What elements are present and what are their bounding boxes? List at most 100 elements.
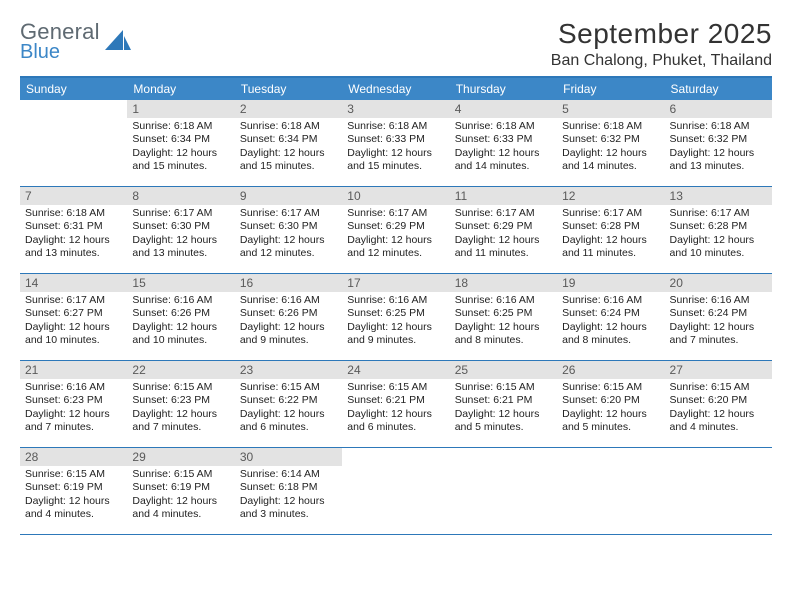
day-cell: 10Sunrise: 6:17 AMSunset: 6:29 PMDayligh… xyxy=(342,187,449,273)
day-number xyxy=(557,448,664,466)
daylight-line: Daylight: 12 hours and 15 minutes. xyxy=(347,147,444,174)
daylight-line: Daylight: 12 hours and 7 minutes. xyxy=(25,408,122,435)
day-cell: 19Sunrise: 6:16 AMSunset: 6:24 PMDayligh… xyxy=(557,274,664,360)
sunrise-line: Sunrise: 6:17 AM xyxy=(25,294,122,307)
sunset-line: Sunset: 6:28 PM xyxy=(670,220,767,233)
sunset-line: Sunset: 6:34 PM xyxy=(132,133,229,146)
sunset-line: Sunset: 6:18 PM xyxy=(240,481,337,494)
day-number xyxy=(450,448,557,466)
sunrise-line: Sunrise: 6:17 AM xyxy=(455,207,552,220)
dow-cell: Tuesday xyxy=(235,78,342,100)
sunrise-line: Sunrise: 6:15 AM xyxy=(25,468,122,481)
day-cell: 26Sunrise: 6:15 AMSunset: 6:20 PMDayligh… xyxy=(557,361,664,447)
day-number: 4 xyxy=(450,100,557,118)
day-body: Sunrise: 6:15 AMSunset: 6:21 PMDaylight:… xyxy=(342,379,449,439)
week-row: 7Sunrise: 6:18 AMSunset: 6:31 PMDaylight… xyxy=(20,187,772,274)
sunrise-line: Sunrise: 6:18 AM xyxy=(562,120,659,133)
sunset-line: Sunset: 6:29 PM xyxy=(347,220,444,233)
sunrise-line: Sunrise: 6:16 AM xyxy=(240,294,337,307)
day-number: 14 xyxy=(20,274,127,292)
daylight-line: Daylight: 12 hours and 14 minutes. xyxy=(455,147,552,174)
day-number: 25 xyxy=(450,361,557,379)
day-number: 3 xyxy=(342,100,449,118)
day-number: 27 xyxy=(665,361,772,379)
daylight-line: Daylight: 12 hours and 4 minutes. xyxy=(25,495,122,522)
day-cell: 16Sunrise: 6:16 AMSunset: 6:26 PMDayligh… xyxy=(235,274,342,360)
sunset-line: Sunset: 6:26 PM xyxy=(132,307,229,320)
daylight-line: Daylight: 12 hours and 5 minutes. xyxy=(455,408,552,435)
daylight-line: Daylight: 12 hours and 4 minutes. xyxy=(670,408,767,435)
day-body: Sunrise: 6:14 AMSunset: 6:18 PMDaylight:… xyxy=(235,466,342,526)
calendar: SundayMondayTuesdayWednesdayThursdayFrid… xyxy=(20,76,772,535)
logo-word-blue: Blue xyxy=(20,41,60,63)
daylight-line: Daylight: 12 hours and 3 minutes. xyxy=(240,495,337,522)
sunrise-line: Sunrise: 6:15 AM xyxy=(132,381,229,394)
sunset-line: Sunset: 6:28 PM xyxy=(562,220,659,233)
day-body: Sunrise: 6:17 AMSunset: 6:30 PMDaylight:… xyxy=(127,205,234,265)
sunrise-line: Sunrise: 6:15 AM xyxy=(132,468,229,481)
day-number: 8 xyxy=(127,187,234,205)
sunset-line: Sunset: 6:24 PM xyxy=(670,307,767,320)
sunset-line: Sunset: 6:32 PM xyxy=(562,133,659,146)
sunset-line: Sunset: 6:20 PM xyxy=(670,394,767,407)
day-cell: 23Sunrise: 6:15 AMSunset: 6:22 PMDayligh… xyxy=(235,361,342,447)
day-body: Sunrise: 6:16 AMSunset: 6:26 PMDaylight:… xyxy=(235,292,342,352)
sunrise-line: Sunrise: 6:18 AM xyxy=(670,120,767,133)
day-number: 11 xyxy=(450,187,557,205)
day-number: 23 xyxy=(235,361,342,379)
day-number: 2 xyxy=(235,100,342,118)
month-title: September 2025 xyxy=(551,18,772,50)
sunset-line: Sunset: 6:23 PM xyxy=(25,394,122,407)
sunrise-line: Sunrise: 6:17 AM xyxy=(240,207,337,220)
day-body: Sunrise: 6:16 AMSunset: 6:25 PMDaylight:… xyxy=(450,292,557,352)
daylight-line: Daylight: 12 hours and 6 minutes. xyxy=(347,408,444,435)
daylight-line: Daylight: 12 hours and 10 minutes. xyxy=(132,321,229,348)
sunrise-line: Sunrise: 6:16 AM xyxy=(25,381,122,394)
sunrise-line: Sunrise: 6:17 AM xyxy=(562,207,659,220)
daylight-line: Daylight: 12 hours and 13 minutes. xyxy=(132,234,229,261)
page-header: General Blue September 2025 Ban Chalong,… xyxy=(20,18,772,70)
sunrise-line: Sunrise: 6:15 AM xyxy=(455,381,552,394)
dow-cell: Monday xyxy=(127,78,234,100)
daylight-line: Daylight: 12 hours and 10 minutes. xyxy=(25,321,122,348)
day-cell: 2Sunrise: 6:18 AMSunset: 6:34 PMDaylight… xyxy=(235,100,342,186)
sunrise-line: Sunrise: 6:17 AM xyxy=(347,207,444,220)
sunrise-line: Sunrise: 6:15 AM xyxy=(347,381,444,394)
day-number: 17 xyxy=(342,274,449,292)
sunset-line: Sunset: 6:30 PM xyxy=(240,220,337,233)
daylight-line: Daylight: 12 hours and 13 minutes. xyxy=(670,147,767,174)
week-row: 1Sunrise: 6:18 AMSunset: 6:34 PMDaylight… xyxy=(20,100,772,187)
day-number xyxy=(20,100,127,118)
sunrise-line: Sunrise: 6:16 AM xyxy=(562,294,659,307)
day-cell: 29Sunrise: 6:15 AMSunset: 6:19 PMDayligh… xyxy=(127,448,234,534)
sunrise-line: Sunrise: 6:16 AM xyxy=(455,294,552,307)
day-number: 20 xyxy=(665,274,772,292)
sunset-line: Sunset: 6:22 PM xyxy=(240,394,337,407)
day-number xyxy=(342,448,449,466)
week-row: 14Sunrise: 6:17 AMSunset: 6:27 PMDayligh… xyxy=(20,274,772,361)
daylight-line: Daylight: 12 hours and 12 minutes. xyxy=(347,234,444,261)
day-body: Sunrise: 6:15 AMSunset: 6:20 PMDaylight:… xyxy=(557,379,664,439)
day-body: Sunrise: 6:18 AMSunset: 6:33 PMDaylight:… xyxy=(450,118,557,178)
day-number: 30 xyxy=(235,448,342,466)
sunset-line: Sunset: 6:25 PM xyxy=(347,307,444,320)
dow-cell: Saturday xyxy=(665,78,772,100)
week-row: 28Sunrise: 6:15 AMSunset: 6:19 PMDayligh… xyxy=(20,448,772,535)
daylight-line: Daylight: 12 hours and 8 minutes. xyxy=(562,321,659,348)
day-body: Sunrise: 6:17 AMSunset: 6:28 PMDaylight:… xyxy=(557,205,664,265)
sunrise-line: Sunrise: 6:18 AM xyxy=(25,207,122,220)
daylight-line: Daylight: 12 hours and 11 minutes. xyxy=(455,234,552,261)
day-number: 22 xyxy=(127,361,234,379)
sunrise-line: Sunrise: 6:16 AM xyxy=(670,294,767,307)
day-cell: 17Sunrise: 6:16 AMSunset: 6:25 PMDayligh… xyxy=(342,274,449,360)
day-cell: 22Sunrise: 6:15 AMSunset: 6:23 PMDayligh… xyxy=(127,361,234,447)
day-number: 9 xyxy=(235,187,342,205)
sunset-line: Sunset: 6:19 PM xyxy=(132,481,229,494)
day-body: Sunrise: 6:17 AMSunset: 6:30 PMDaylight:… xyxy=(235,205,342,265)
day-cell xyxy=(342,448,449,534)
title-block: September 2025 Ban Chalong, Phuket, Thai… xyxy=(551,18,772,70)
day-cell: 8Sunrise: 6:17 AMSunset: 6:30 PMDaylight… xyxy=(127,187,234,273)
day-number: 24 xyxy=(342,361,449,379)
sunrise-line: Sunrise: 6:18 AM xyxy=(132,120,229,133)
daylight-line: Daylight: 12 hours and 4 minutes. xyxy=(132,495,229,522)
